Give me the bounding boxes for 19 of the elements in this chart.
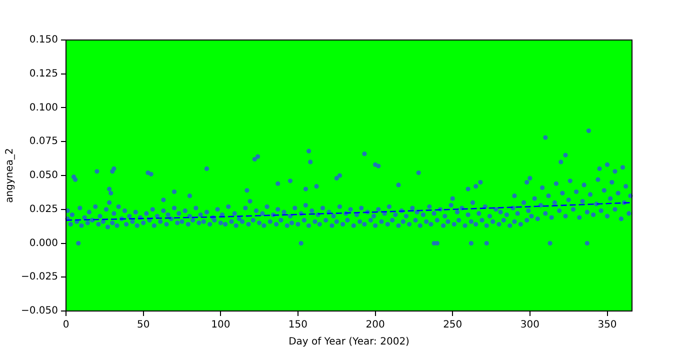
x-tick-label: 300 xyxy=(520,320,540,331)
x-tick-label: 350 xyxy=(598,320,617,331)
y-axis-title: angynea_2 xyxy=(4,148,16,203)
y-tick-label: 0.025 xyxy=(29,204,58,215)
x-tick-label: 150 xyxy=(288,320,308,331)
y-tick-label: 0.125 xyxy=(29,68,58,80)
x-tick-label: 0 xyxy=(62,320,70,331)
y-tick-label: −0.025 xyxy=(20,272,58,283)
y-tick-label: 0.150 xyxy=(29,34,58,46)
y-tick-label: 0.100 xyxy=(29,102,58,114)
y-tick-label: −0.050 xyxy=(20,306,58,317)
y-tick-label: 0.000 xyxy=(29,238,58,249)
x-tick-label: 250 xyxy=(443,320,462,331)
x-axis-title: Day of Year (Year: 2002) xyxy=(288,336,410,348)
x-tick-label: 50 xyxy=(136,320,150,331)
y-tick-label: 0.050 xyxy=(29,170,58,182)
y-tick-label: 0.075 xyxy=(29,136,58,148)
x-tick-label: 200 xyxy=(366,320,385,331)
x-tick-label: 100 xyxy=(211,320,230,331)
